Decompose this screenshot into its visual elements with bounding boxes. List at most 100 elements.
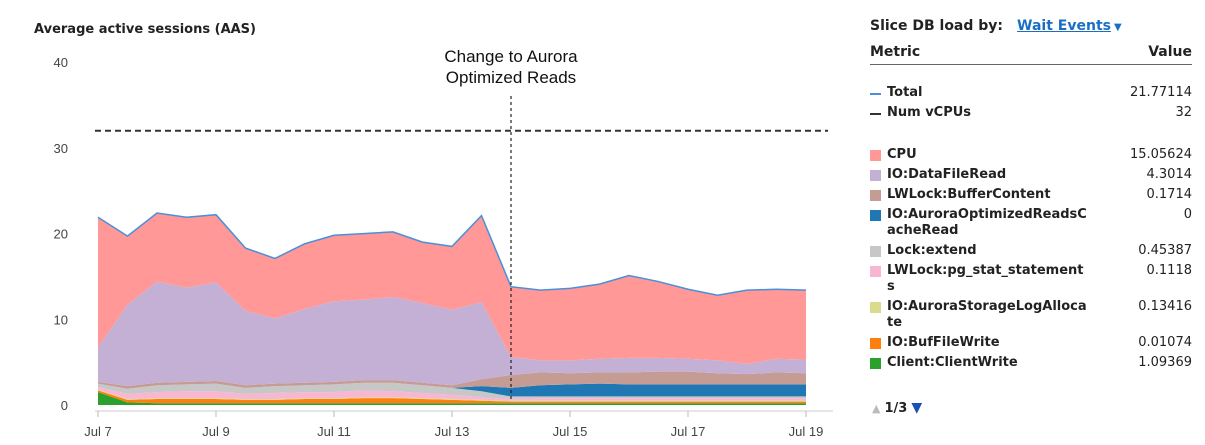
legend-swatch bbox=[870, 93, 881, 95]
area-layers bbox=[98, 213, 806, 405]
legend-swatch bbox=[870, 113, 881, 115]
legend-metric-name: CPU bbox=[887, 147, 917, 162]
page-indicator: 1/3 bbox=[884, 400, 908, 416]
area-io-aurorastoragelogallocate bbox=[98, 389, 806, 402]
chart-title: Average active sessions (AAS) bbox=[34, 22, 256, 37]
legend-list: Total 21.77114 Num vCPUs 32 CPU 15.05624 IO:Da… bbox=[870, 71, 1192, 401]
legend-metric-name: Num vCPUs bbox=[887, 105, 972, 120]
area-client-clientwrite bbox=[98, 392, 806, 405]
x-tick-label: Jul 9 bbox=[202, 424, 229, 439]
legend-metric-value: 15.05624 bbox=[1129, 147, 1192, 162]
legend-spacer bbox=[870, 71, 1192, 85]
legend-row[interactable]: LWLock:BufferContent 0.1714 bbox=[870, 187, 1192, 203]
legend-swatch bbox=[870, 210, 881, 221]
legend-metric-name: LWLock:pg_stat_statements bbox=[887, 263, 1084, 294]
slice-dropdown[interactable]: Wait Events bbox=[1017, 18, 1111, 34]
aas-chart: Change to Aurora Optimized Reads 0 10 20 30 4… bbox=[54, 47, 833, 439]
x-tick-label: Jul 11 bbox=[317, 424, 351, 439]
area-io-datafileread bbox=[98, 281, 806, 387]
legend-label-group: Num vCPUs bbox=[870, 105, 1087, 121]
legend-label-group: LWLock:pg_stat_statements bbox=[870, 263, 1087, 295]
legend-label-group: LWLock:BufferContent bbox=[870, 187, 1087, 203]
legend-swatch bbox=[870, 338, 881, 349]
reference-lines: Change to Aurora Optimized Reads bbox=[95, 47, 828, 400]
legend-row[interactable]: Client:ClientWrite 1.09369 bbox=[870, 355, 1192, 371]
total-line-layer bbox=[97, 212, 807, 297]
x-tick-label: Jul 13 bbox=[435, 424, 470, 439]
legend-metric-value: 1.09369 bbox=[1138, 355, 1192, 370]
legend-metric-name: IO:AuroraStorageLogAllocate bbox=[887, 299, 1087, 330]
legend-swatch bbox=[870, 358, 881, 369]
legend-metric-value: 0.01074 bbox=[1138, 335, 1192, 350]
legend-metric-value: 0.13416 bbox=[1138, 299, 1192, 314]
change-annotation-line-1: Change to Aurora bbox=[444, 47, 578, 66]
y-tick-label: 0 bbox=[61, 398, 68, 413]
metric-header: Metric bbox=[870, 44, 921, 60]
legend-swatch bbox=[870, 302, 881, 313]
legend-metric-value: 21.77114 bbox=[1129, 85, 1192, 100]
legend-label-group: IO:AuroraOptimizedReadsCacheRead bbox=[870, 207, 1087, 239]
x-tick-label: Jul 15 bbox=[553, 424, 588, 439]
legend-metric-value: 0.1714 bbox=[1146, 187, 1193, 202]
area-lwlock-buffercontent bbox=[98, 371, 806, 389]
legend-metric-name: IO:BufFileWrite bbox=[887, 335, 1000, 350]
y-tick-label: 10 bbox=[54, 312, 68, 327]
y-tick-label: 40 bbox=[54, 55, 68, 70]
legend-swatch bbox=[870, 150, 881, 161]
legend-swatch bbox=[870, 266, 881, 277]
x-tick-label: Jul 19 bbox=[789, 424, 824, 439]
legend-label-group: CPU bbox=[870, 147, 1087, 163]
legend-swatch bbox=[870, 190, 881, 201]
legend-header: Metric Value bbox=[870, 44, 1192, 65]
total-line bbox=[97, 212, 807, 297]
legend-metric-name: Client:ClientWrite bbox=[887, 355, 1018, 370]
area-io-buffilewrite bbox=[98, 390, 806, 404]
legend-row[interactable]: IO:AuroraOptimizedReadsCacheRead 0 bbox=[870, 207, 1192, 239]
legend-metric-name: LWLock:BufferContent bbox=[887, 187, 1051, 202]
axes: 0 10 20 30 40 Jul 7 Jul 9 Jul 11 Jul 13 Jul 15 Jul… bbox=[54, 55, 833, 439]
legend-label-group: IO:DataFileRead bbox=[870, 167, 1087, 183]
legend-metric-value: 0.1118 bbox=[1146, 263, 1193, 278]
change-annotation-line-2: Optimized Reads bbox=[446, 68, 576, 87]
legend-row[interactable]: IO:AuroraStorageLogAllocate 0.13416 bbox=[870, 299, 1192, 331]
x-tick-label: Jul 7 bbox=[84, 424, 111, 439]
legend-label-group: Client:ClientWrite bbox=[870, 355, 1087, 371]
legend-row[interactable]: CPU 15.05624 bbox=[870, 147, 1192, 163]
y-tick-label: 20 bbox=[54, 227, 68, 242]
area-lwlock-pg-stat-statements bbox=[98, 387, 806, 401]
legend-metric-value: 4.3014 bbox=[1146, 167, 1193, 182]
legend-row[interactable]: Total 21.77114 bbox=[870, 85, 1192, 101]
area-io-auroraoptimizedreadscacheread bbox=[98, 382, 806, 397]
page-up-icon[interactable]: ▲ bbox=[872, 401, 881, 415]
legend-row[interactable]: Lock:extend 0.45387 bbox=[870, 243, 1192, 259]
page-down-icon[interactable]: ▼ bbox=[911, 400, 923, 416]
legend-metric-value: 0.45387 bbox=[1138, 243, 1192, 258]
legend-pager: ▲ 1/3 ▼ bbox=[872, 400, 922, 416]
area-lock-extend bbox=[98, 382, 806, 399]
legend-metric-name: Lock:extend bbox=[887, 243, 977, 258]
legend-label-group: IO:AuroraStorageLogAllocate bbox=[870, 299, 1087, 331]
legend-metric-name: IO:AuroraOptimizedReadsCacheRead bbox=[887, 207, 1087, 238]
area-cpu bbox=[98, 213, 806, 364]
legend-label-group: Lock:extend bbox=[870, 243, 1087, 259]
legend-metric-value: 32 bbox=[1175, 105, 1192, 120]
legend-row[interactable]: IO:DataFileRead 4.3014 bbox=[870, 167, 1192, 183]
y-tick-label: 30 bbox=[54, 141, 68, 156]
legend-row[interactable]: IO:BufFileWrite 0.01074 bbox=[870, 335, 1192, 351]
legend-label-group: Total bbox=[870, 85, 1087, 101]
legend-row[interactable]: LWLock:pg_stat_statements 0.1118 bbox=[870, 263, 1192, 295]
slice-label: Slice DB load by: bbox=[870, 18, 1004, 34]
legend-spacer bbox=[870, 125, 1192, 147]
legend-swatch bbox=[870, 170, 881, 181]
chevron-down-icon[interactable]: ▼ bbox=[1113, 22, 1122, 33]
legend-panel: Slice DB load by: Wait Events ▼ Metric V… bbox=[870, 18, 1192, 401]
legend-label-group: IO:BufFileWrite bbox=[870, 335, 1087, 351]
legend-swatch bbox=[870, 246, 881, 257]
legend-metric-value: 0 bbox=[1183, 207, 1192, 222]
legend-row[interactable]: Num vCPUs 32 bbox=[870, 105, 1192, 121]
value-header: Value bbox=[1148, 44, 1192, 60]
legend-metric-name: IO:DataFileRead bbox=[887, 167, 1007, 182]
legend-metric-name: Total bbox=[887, 85, 923, 100]
slice-selector: Slice DB load by: Wait Events ▼ bbox=[870, 18, 1192, 44]
x-tick-label: Jul 17 bbox=[671, 424, 706, 439]
